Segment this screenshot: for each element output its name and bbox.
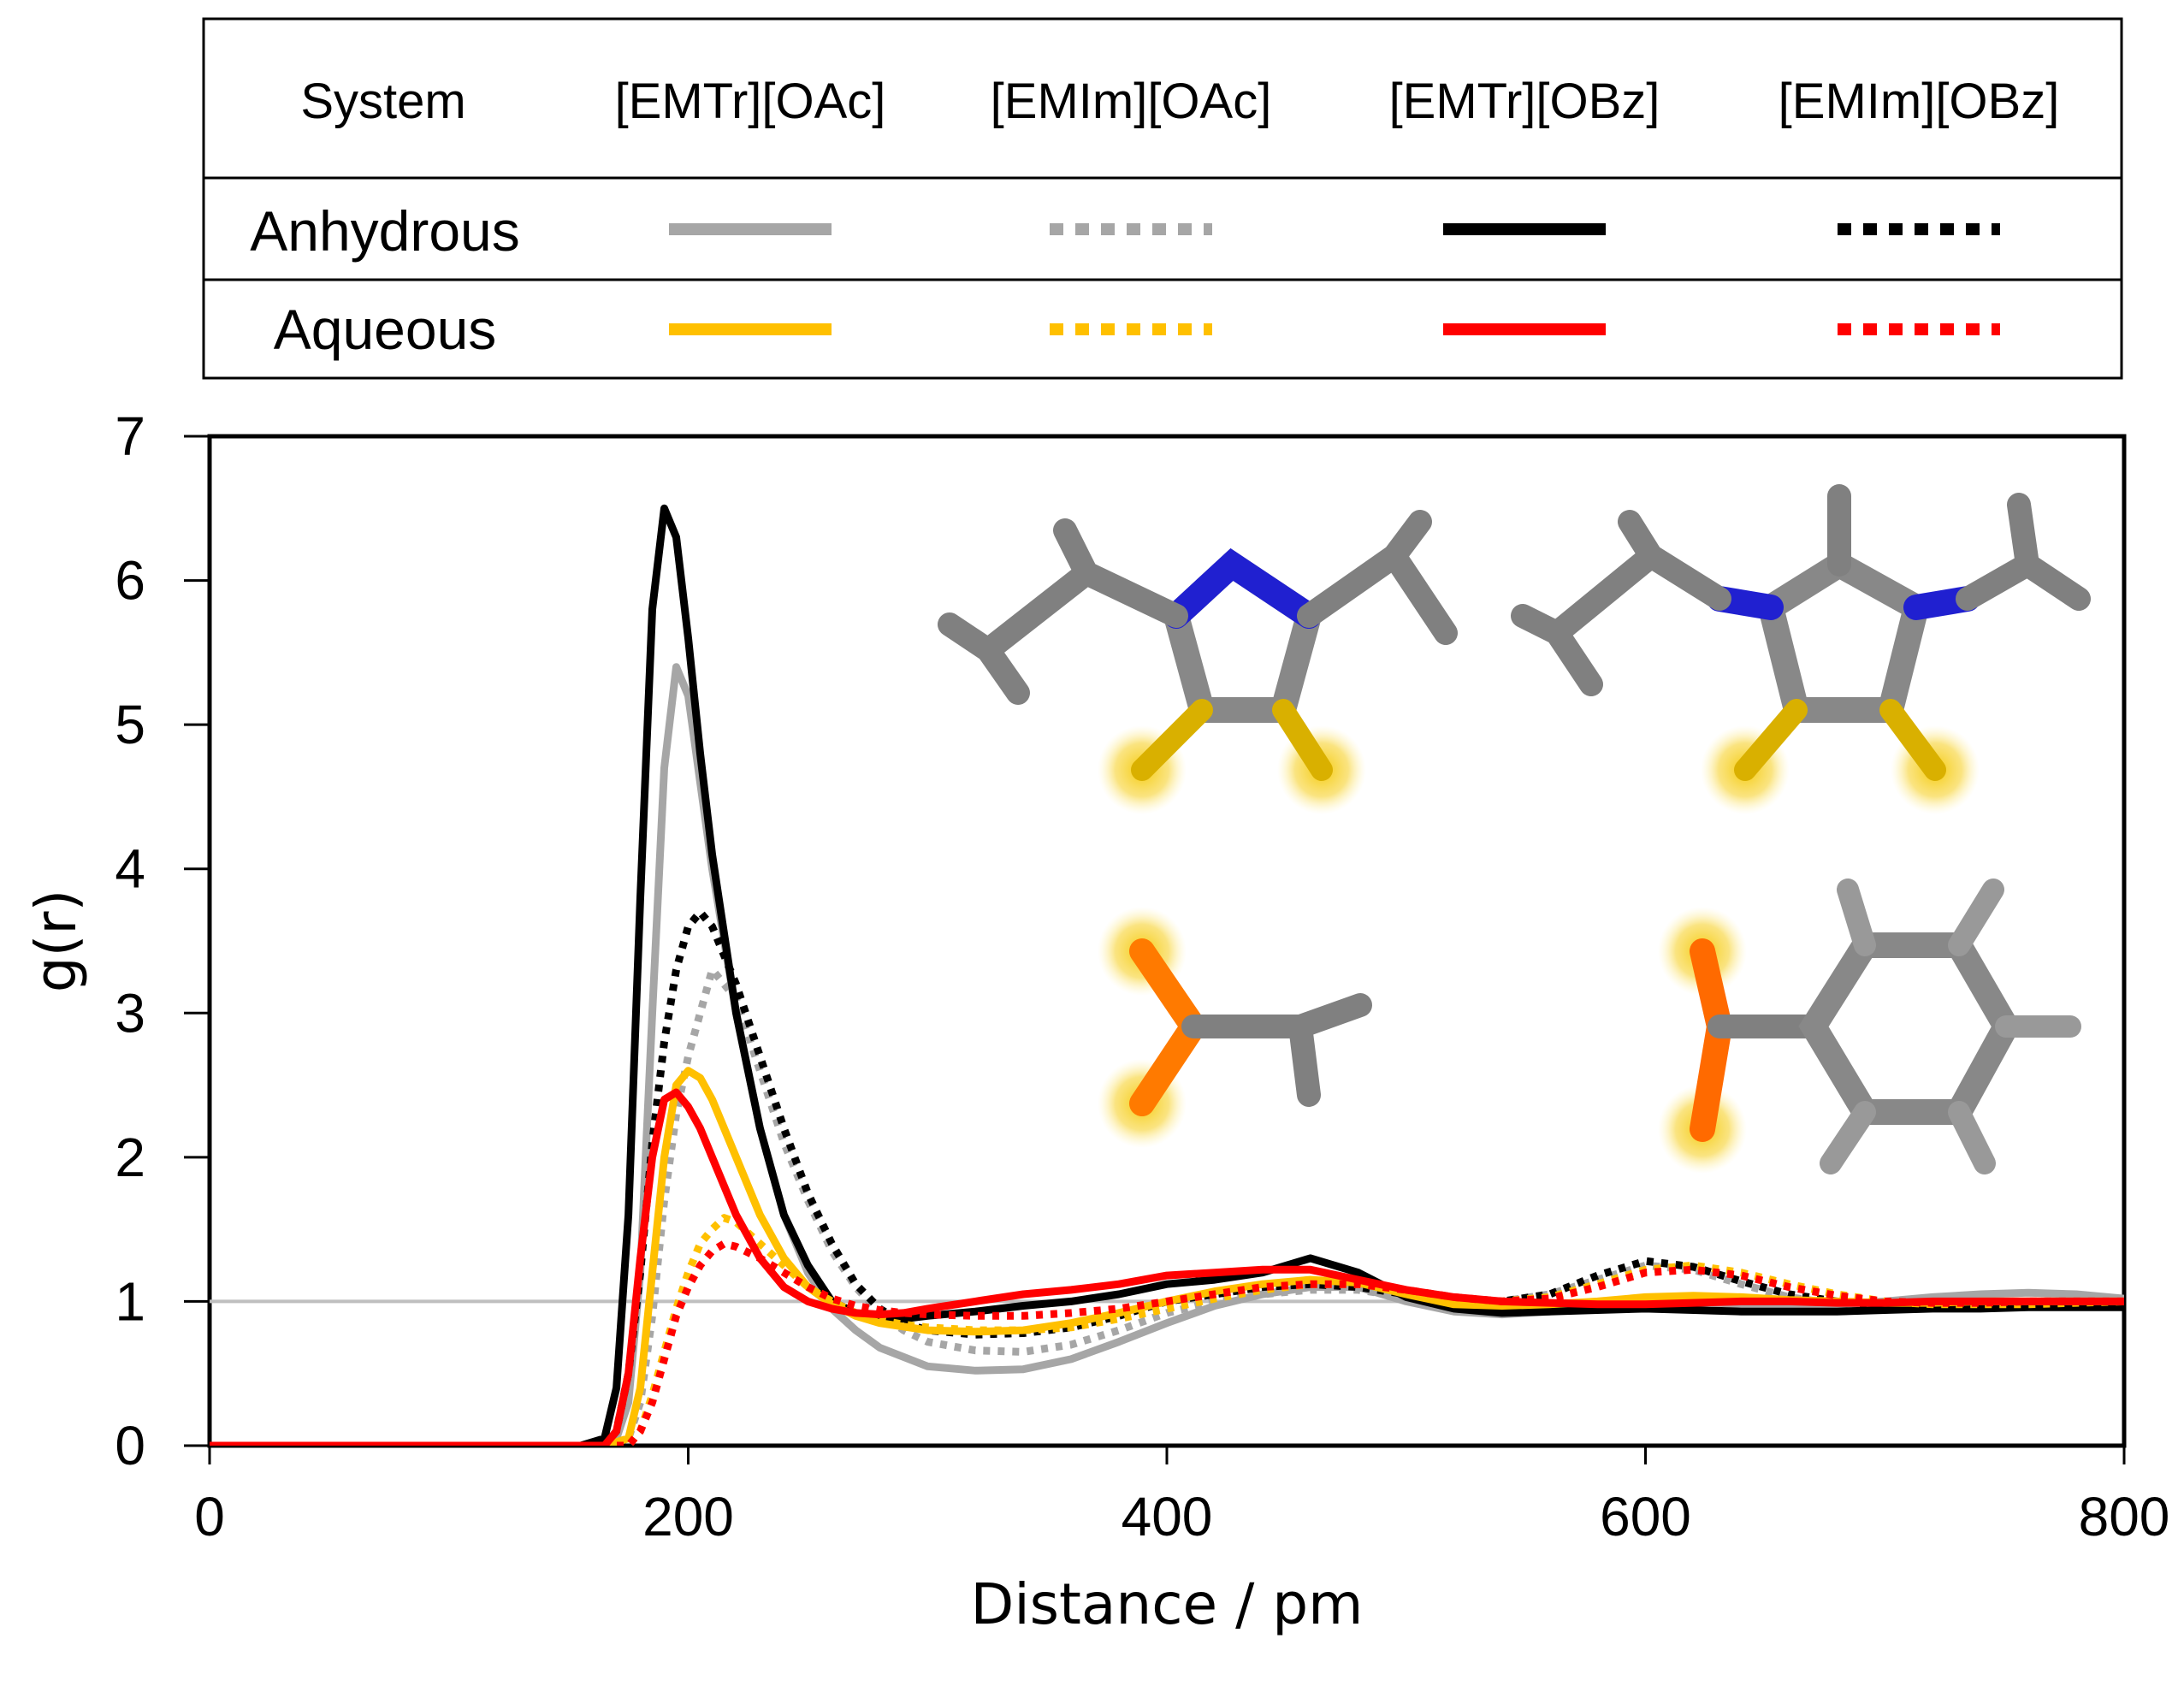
legend-system-1: [EMTr][OAc] bbox=[615, 74, 886, 129]
legend-system-4: [EMIm][OBz] bbox=[1779, 74, 2060, 129]
legend-row-aqueous: Aqueous bbox=[274, 298, 497, 361]
x-axis-title: Distance / pm bbox=[971, 1571, 1364, 1637]
y-tick-label: 0 bbox=[115, 1415, 145, 1476]
legend-row-anhydrous: Anhydrous bbox=[250, 199, 520, 263]
series-line-7 bbox=[210, 1088, 2124, 1446]
x-tick-label: 200 bbox=[642, 1486, 734, 1547]
legend-border bbox=[202, 17, 2123, 380]
y-tick-label: 1 bbox=[115, 1270, 145, 1332]
y-tick-label: 2 bbox=[115, 1127, 145, 1188]
x-tick-label: 0 bbox=[194, 1486, 225, 1547]
y-tick-label: 4 bbox=[115, 838, 145, 900]
y-axis-title: g(r) bbox=[23, 890, 89, 993]
legend-table: System [EMTr][OAc] [EMIm][OAc] [EMTr][OB… bbox=[202, 17, 2123, 380]
legend-swatches bbox=[669, 223, 2000, 335]
series-line-3 bbox=[210, 504, 2124, 1446]
x-tick-label: 400 bbox=[1122, 1486, 1213, 1547]
series-line-1 bbox=[210, 663, 2124, 1446]
y-tick-label: 5 bbox=[115, 694, 145, 755]
x-axis: 0 200 400 600 800 bbox=[194, 1446, 2169, 1547]
y-axis: 0 1 2 3 4 5 6 7 bbox=[115, 405, 210, 1476]
y-tick-label: 7 bbox=[115, 405, 145, 467]
series-line-8 bbox=[210, 1239, 2124, 1446]
molecule-benzoate-image bbox=[1658, 879, 2081, 1174]
molecule-emim-cation-image bbox=[1511, 484, 2091, 814]
x-tick-label: 600 bbox=[1600, 1486, 1691, 1547]
x-tick-label: 800 bbox=[2079, 1486, 2170, 1547]
legend-header-system: System bbox=[300, 74, 465, 129]
legend-system-3: [EMTr][OBz] bbox=[1389, 74, 1660, 129]
series-line-2 bbox=[210, 966, 2124, 1446]
molecule-acetate-image bbox=[1098, 907, 1372, 1148]
series-layer bbox=[210, 504, 2124, 1446]
y-tick-label: 6 bbox=[115, 550, 145, 612]
legend-system-2: [EMIm][OAc] bbox=[991, 74, 1272, 129]
molecule-emtr-cation-image bbox=[938, 510, 1458, 814]
y-tick-label: 3 bbox=[115, 982, 145, 1044]
